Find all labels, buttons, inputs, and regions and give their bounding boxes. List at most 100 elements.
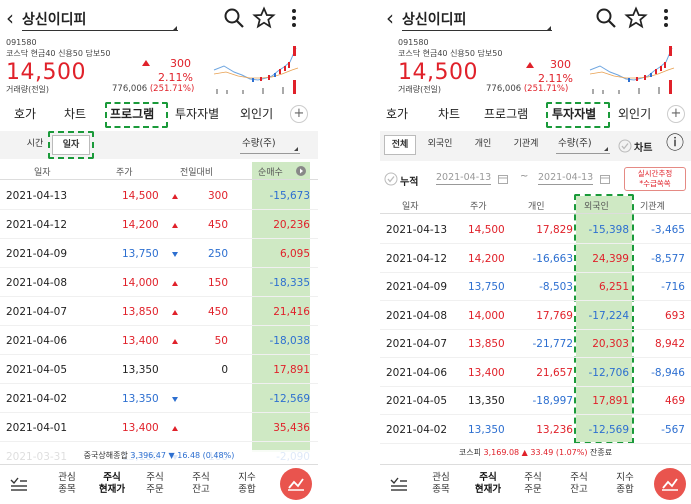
table-row[interactable]: 2021-04-02 13,350 13,236 -12,569 -567 xyxy=(380,416,691,444)
segment-foreign[interactable]: 외국인 xyxy=(427,139,453,149)
nav-index[interactable]: 지수 종합 xyxy=(238,472,256,495)
tab-investor[interactable]: 투자자별 xyxy=(552,107,597,121)
calendar-icon[interactable] xyxy=(600,174,610,184)
nav-balance[interactable]: 주식 잔고 xyxy=(192,472,210,495)
up-triangle-icon xyxy=(172,223,178,228)
table-row[interactable]: 2021-04-05 13,350 0 17,891 xyxy=(0,356,318,384)
back-arrow-icon[interactable]: ‹ xyxy=(6,6,14,30)
search-icon[interactable] xyxy=(222,6,246,30)
unit-dropdown[interactable]: 수량(주) xyxy=(556,136,610,154)
segment-all[interactable]: 전체 xyxy=(384,135,416,155)
row-individual: -21,772 xyxy=(532,338,573,350)
subtab-date[interactable]: 일자 xyxy=(52,135,90,155)
date-to-field[interactable]: 2021-04-13 xyxy=(538,172,594,185)
nav-balance[interactable]: 주식 잔고 xyxy=(570,472,588,495)
subtab-time[interactable]: 시간 xyxy=(26,139,44,149)
row-individual: -16,663 xyxy=(532,252,573,265)
row-individual: 21,657 xyxy=(536,366,573,379)
nav-watchlist[interactable]: 관심 종목 xyxy=(58,472,76,495)
stock-name-underline xyxy=(402,30,552,31)
market-info: 코스닥 현금40 신용50 담보50 xyxy=(6,49,111,58)
table-row[interactable]: 2021-04-01 13,400 35,436 xyxy=(0,414,318,442)
more-menu-icon[interactable] xyxy=(654,6,678,30)
favorite-star-icon[interactable] xyxy=(252,6,276,30)
tab-foreign[interactable]: 외인기 xyxy=(618,107,652,121)
scroll-right-icon[interactable] xyxy=(296,166,306,176)
row-price: 14,200 xyxy=(122,219,159,231)
unit-dropdown[interactable]: 수량(주) xyxy=(240,136,300,154)
menu-icon[interactable] xyxy=(10,477,28,491)
chart-check-icon[interactable] xyxy=(618,139,632,153)
stock-name[interactable]: 상신이디피 xyxy=(402,12,467,28)
add-tab-button[interactable]: + xyxy=(667,105,685,123)
date-from-field[interactable]: 2021-04-13 xyxy=(436,172,492,185)
segment-institution[interactable]: 기관계 xyxy=(513,139,539,149)
table-row[interactable]: 2021-04-06 13,400 21,657 -12,706 -8,946 xyxy=(380,359,691,387)
tab-investor[interactable]: 투자자별 xyxy=(175,107,220,121)
table-row[interactable]: 2021-04-07 13,850 -21,772 20,303 8,942 xyxy=(380,330,691,358)
tab-program[interactable]: 프로그램 xyxy=(484,107,529,121)
more-menu-icon[interactable] xyxy=(282,6,306,30)
price-change: 300 xyxy=(550,58,571,71)
up-triangle-icon xyxy=(172,310,178,315)
header-date: 일자 xyxy=(34,168,51,178)
table-row[interactable]: 2021-04-13 14,500 17,829 -15,398 -3,465 xyxy=(380,216,691,244)
row-date: 2021-04-07 xyxy=(6,306,68,318)
table-row[interactable]: 2021-04-12 14,200 450 20,236 xyxy=(0,211,318,239)
realtime-estimate-button[interactable]: 실시간추정 *수급쏙쏙 xyxy=(624,167,686,191)
table-row[interactable]: 2021-04-08 14,000 17,769 -17,224 693 xyxy=(380,302,691,330)
mini-price-chart[interactable] xyxy=(212,42,300,96)
nav-order[interactable]: 주식 주문 xyxy=(146,472,164,495)
table-row[interactable]: 2021-04-02 13,350 -12,569 xyxy=(0,385,318,413)
favorite-star-icon[interactable] xyxy=(624,6,648,30)
cumulative-label[interactable]: 누적 xyxy=(400,177,419,188)
tab-chart[interactable]: 차트 xyxy=(438,107,461,121)
menu-icon[interactable] xyxy=(390,477,408,491)
add-tab-button[interactable]: + xyxy=(290,105,308,123)
tab-orderbook[interactable]: 호가 xyxy=(386,107,409,121)
stock-code: 091580 xyxy=(6,38,37,47)
tab-chart[interactable]: 차트 xyxy=(64,107,87,121)
main-tabs: 호가 차트 프로그램 투자자별 외인기 + xyxy=(380,103,691,127)
segment-individual[interactable]: 개인 xyxy=(474,139,492,149)
nav-index[interactable]: 지수 종합 xyxy=(616,472,634,495)
nav-order[interactable]: 주식 주문 xyxy=(524,472,542,495)
chart-fab-button[interactable] xyxy=(654,468,686,500)
nav-current-price[interactable]: 주식 현재가 xyxy=(98,472,126,495)
chart-fab-button[interactable] xyxy=(280,468,312,500)
row-foreign: -15,398 xyxy=(588,224,629,236)
row-foreign: -12,569 xyxy=(588,423,629,436)
info-icon[interactable]: ⓘ xyxy=(666,133,684,154)
row-institution: -716 xyxy=(661,281,685,293)
tab-program[interactable]: 프로그램 xyxy=(110,107,155,121)
market-ticker: 코스피 3,169.08 ▲ 33.49 (1.07%) 잔종료 xyxy=(380,447,691,459)
search-icon[interactable] xyxy=(594,6,618,30)
table-row[interactable]: 2021-04-07 13,850 450 21,416 xyxy=(0,298,318,326)
header-net-buy: 순매수 xyxy=(258,168,283,178)
tab-orderbook[interactable]: 호가 xyxy=(14,107,37,121)
nav-current-price[interactable]: 주식 현재가 xyxy=(474,472,502,495)
stock-name[interactable]: 상신이디피 xyxy=(22,12,87,28)
table-row[interactable]: 2021-04-13 14,500 300 -15,673 xyxy=(0,182,318,210)
table-row[interactable]: 2021-04-05 13,350 -18,997 17,891 469 xyxy=(380,387,691,415)
row-institution: -567 xyxy=(661,423,685,436)
chart-toggle-label[interactable]: 차트 xyxy=(634,143,653,154)
nav-watchlist[interactable]: 관심 종목 xyxy=(432,472,450,495)
cumulative-check-icon[interactable] xyxy=(384,172,398,186)
tab-foreign[interactable]: 외인기 xyxy=(240,107,274,121)
table-row[interactable]: 2021-04-06 13,400 50 -18,038 xyxy=(0,327,318,355)
table-row[interactable]: 2021-04-09 13,750 -8,503 6,251 -716 xyxy=(380,273,691,301)
row-individual: 13,236 xyxy=(536,423,573,436)
calendar-icon[interactable] xyxy=(498,174,508,184)
table-row[interactable]: 2021-04-08 14,000 150 -18,335 xyxy=(0,269,318,297)
table-row[interactable]: 2021-04-09 13,750 250 6,095 xyxy=(0,240,318,268)
row-price: 13,400 xyxy=(468,366,505,379)
table-row[interactable]: 2021-04-12 14,200 -16,663 24,399 -8,577 xyxy=(380,245,691,273)
row-date: 2021-04-09 xyxy=(386,281,448,293)
row-diff: 300 xyxy=(207,190,228,202)
volume-label: 거래량(전일) xyxy=(398,85,442,94)
back-arrow-icon[interactable]: ‹ xyxy=(386,6,394,30)
trend-chart-icon xyxy=(288,478,304,491)
mini-price-chart[interactable] xyxy=(588,42,676,96)
row-foreign: 17,891 xyxy=(592,395,629,407)
